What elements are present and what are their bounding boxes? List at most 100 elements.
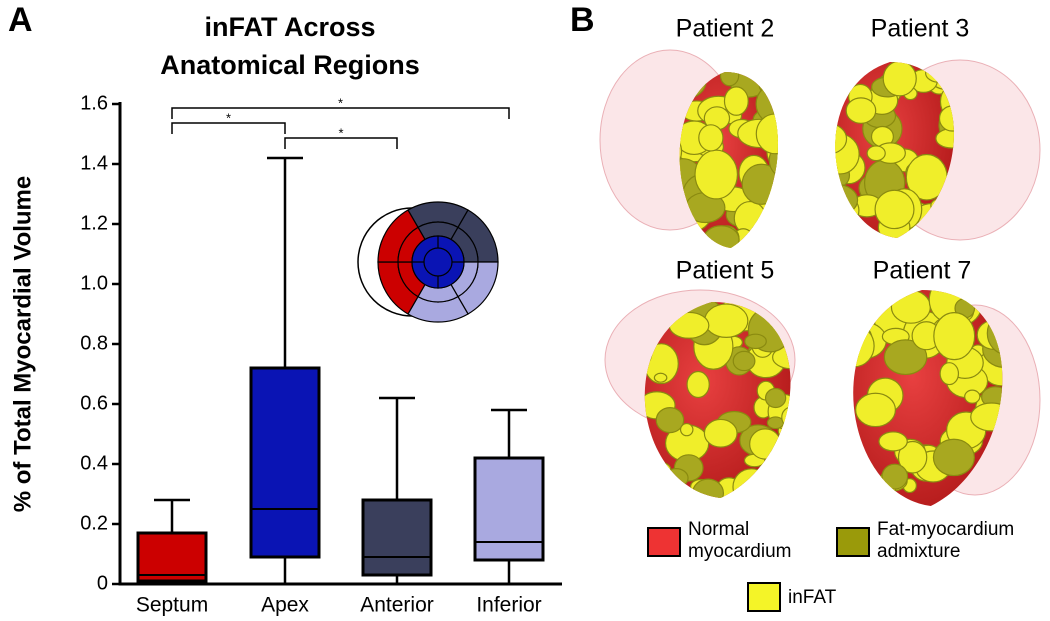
- panel-label: B: [570, 1, 595, 39]
- infat-blob: [687, 234, 715, 248]
- y-tick-label: 1.0: [80, 272, 108, 294]
- infat-blob: [890, 290, 931, 324]
- significance-label: *: [338, 125, 343, 140]
- infat-blobs: [819, 290, 1003, 517]
- legend-label: Normal: [688, 519, 749, 540]
- infat-blob: [803, 147, 828, 172]
- legend-label: Fat-myocardium: [877, 519, 1014, 540]
- apex-lines: [412, 236, 464, 288]
- infat-blob: [835, 82, 849, 96]
- infat-blob: [768, 225, 778, 243]
- infat-blob: [653, 372, 668, 383]
- infat-blob: [878, 431, 908, 452]
- y-tick-label: 0.8: [80, 332, 108, 354]
- panel-label: A: [8, 1, 33, 39]
- y-tick-label: 0.4: [80, 452, 108, 474]
- patient-label: Patient 5: [676, 257, 775, 285]
- infat-blob: [732, 350, 756, 372]
- infat-blob: [853, 474, 873, 502]
- box: [473, 456, 545, 562]
- infat-blob: [644, 484, 666, 498]
- y-tick-label: 0.2: [80, 512, 108, 534]
- infat-blob: [820, 407, 847, 432]
- infat-blob: [744, 333, 767, 350]
- infat-blob: [819, 487, 845, 517]
- infat-blob: [821, 132, 834, 140]
- infat-blob: [723, 86, 749, 116]
- box: [136, 531, 208, 583]
- infat-blob: [853, 428, 860, 464]
- infat-blob: [932, 438, 975, 477]
- y-axis-label: % of Total Myocardial Volume: [9, 176, 36, 513]
- infat-blob: [874, 189, 915, 230]
- infat-blob: [853, 342, 859, 356]
- infat-blob: [703, 418, 738, 448]
- legend-swatch: [647, 527, 681, 557]
- significance-bracket: [284, 137, 398, 149]
- infat-blob: [655, 406, 685, 434]
- infat-blob: [732, 468, 771, 498]
- significance-label: *: [226, 110, 231, 125]
- y-tick-label: 1.6: [80, 92, 108, 114]
- x-tick-label: Inferior: [476, 594, 541, 617]
- legend-swatch: [747, 582, 781, 612]
- infat-blob: [686, 370, 710, 399]
- infat-blob: [644, 430, 654, 463]
- infat-blob: [933, 312, 976, 361]
- infat-blob: [781, 425, 791, 471]
- infat-blob: [835, 183, 837, 210]
- infat-blob: [660, 477, 680, 498]
- legend-label: myocardium: [688, 541, 791, 562]
- infat-blob: [897, 440, 928, 474]
- infat-blob: [772, 345, 791, 370]
- infat-blob: [663, 468, 689, 488]
- infat-blob: [784, 302, 791, 331]
- bullseye-diagram: [357, 201, 499, 323]
- infat-blob: [679, 131, 683, 172]
- box: [249, 366, 321, 559]
- infat-blob: [757, 72, 778, 85]
- infat-blob: [853, 433, 857, 459]
- infat-blob: [881, 463, 909, 490]
- y-tick-label: 1.4: [80, 152, 108, 174]
- infat-blob: [653, 462, 672, 478]
- legend-swatch: [836, 527, 870, 557]
- infat-blob: [749, 428, 782, 460]
- infat-blob: [679, 422, 694, 437]
- significance-label: *: [338, 95, 343, 110]
- infat-blob: [769, 478, 791, 498]
- infat-blob: [853, 456, 877, 500]
- infat-blob: [853, 324, 875, 368]
- infat-blob: [766, 416, 785, 430]
- y-tick-label: 0.6: [80, 392, 108, 414]
- legend-label: admixture: [877, 541, 960, 562]
- significance-bracket: [171, 107, 510, 119]
- x-tick-label: Septum: [136, 594, 208, 617]
- infat-blob: [811, 58, 829, 74]
- infat-blob: [811, 126, 823, 137]
- patient-label: Patient 2: [676, 15, 775, 43]
- chart-title: inFAT Across Anatomical Regions: [160, 12, 420, 80]
- infat-blob: [882, 62, 917, 97]
- x-tick-label: Anterior: [360, 594, 434, 617]
- infat-blob: [698, 124, 724, 152]
- patient-label: Patient 3: [871, 15, 970, 43]
- y-tick-label: 1.2: [80, 212, 108, 234]
- infat-blob: [855, 392, 897, 428]
- infat-blob: [835, 77, 851, 99]
- infat-blob: [755, 113, 778, 155]
- infat-blob: [810, 205, 825, 218]
- infat-blob: [644, 464, 648, 486]
- infat-blob: [694, 149, 739, 200]
- infat-blob: [781, 406, 791, 428]
- box: [361, 498, 433, 577]
- legend-label: inFAT: [788, 587, 837, 608]
- infat-blob: [835, 183, 859, 217]
- infat-blob: [853, 477, 867, 506]
- infat-blob: [845, 97, 877, 124]
- x-tick-label: Apex: [261, 594, 309, 617]
- infat-blob: [764, 387, 787, 409]
- infat-blob: [768, 140, 778, 180]
